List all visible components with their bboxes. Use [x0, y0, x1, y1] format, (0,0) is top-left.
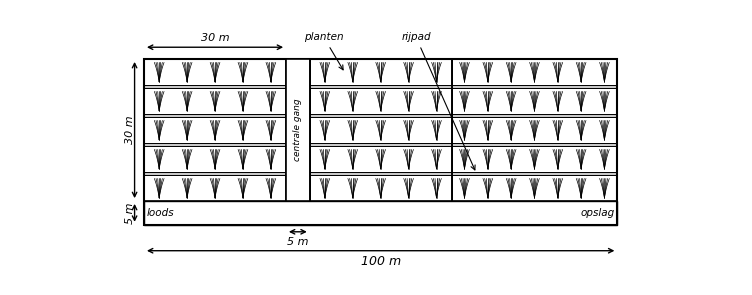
Bar — [452, 175, 617, 201]
Bar — [452, 117, 617, 143]
Bar — [452, 146, 617, 172]
Bar — [144, 59, 286, 85]
Text: 30 m: 30 m — [201, 33, 229, 43]
Bar — [310, 59, 452, 201]
Bar — [310, 143, 452, 146]
Bar — [452, 59, 617, 201]
Bar — [144, 146, 286, 172]
Bar — [144, 143, 286, 146]
Bar — [144, 117, 286, 143]
Bar — [144, 172, 286, 175]
Bar — [310, 59, 452, 85]
Bar — [144, 59, 286, 201]
Bar — [310, 146, 452, 172]
Text: 5 m: 5 m — [287, 237, 308, 247]
Bar — [144, 114, 286, 117]
Text: 5 m: 5 m — [125, 202, 135, 224]
Bar — [452, 85, 617, 88]
Bar — [452, 172, 617, 175]
Text: 30 m: 30 m — [125, 116, 135, 144]
Bar — [310, 175, 452, 201]
Bar — [452, 143, 617, 146]
Bar — [310, 88, 452, 114]
Bar — [452, 88, 617, 114]
Bar — [452, 114, 617, 117]
Text: planten: planten — [304, 32, 344, 70]
Bar — [144, 88, 286, 114]
Bar — [144, 85, 286, 88]
Text: 100 m: 100 m — [361, 255, 401, 268]
Bar — [144, 175, 286, 201]
Bar — [144, 201, 617, 225]
Bar — [286, 59, 310, 201]
Text: loods: loods — [147, 208, 174, 218]
Text: centrale gang: centrale gang — [293, 99, 302, 161]
Bar — [310, 117, 452, 143]
Bar — [310, 114, 452, 117]
Text: opslag: opslag — [581, 208, 615, 218]
Bar — [310, 172, 452, 175]
Bar — [144, 59, 617, 225]
Bar — [310, 85, 452, 88]
Text: rijpad: rijpad — [402, 32, 475, 170]
Bar — [452, 59, 617, 85]
